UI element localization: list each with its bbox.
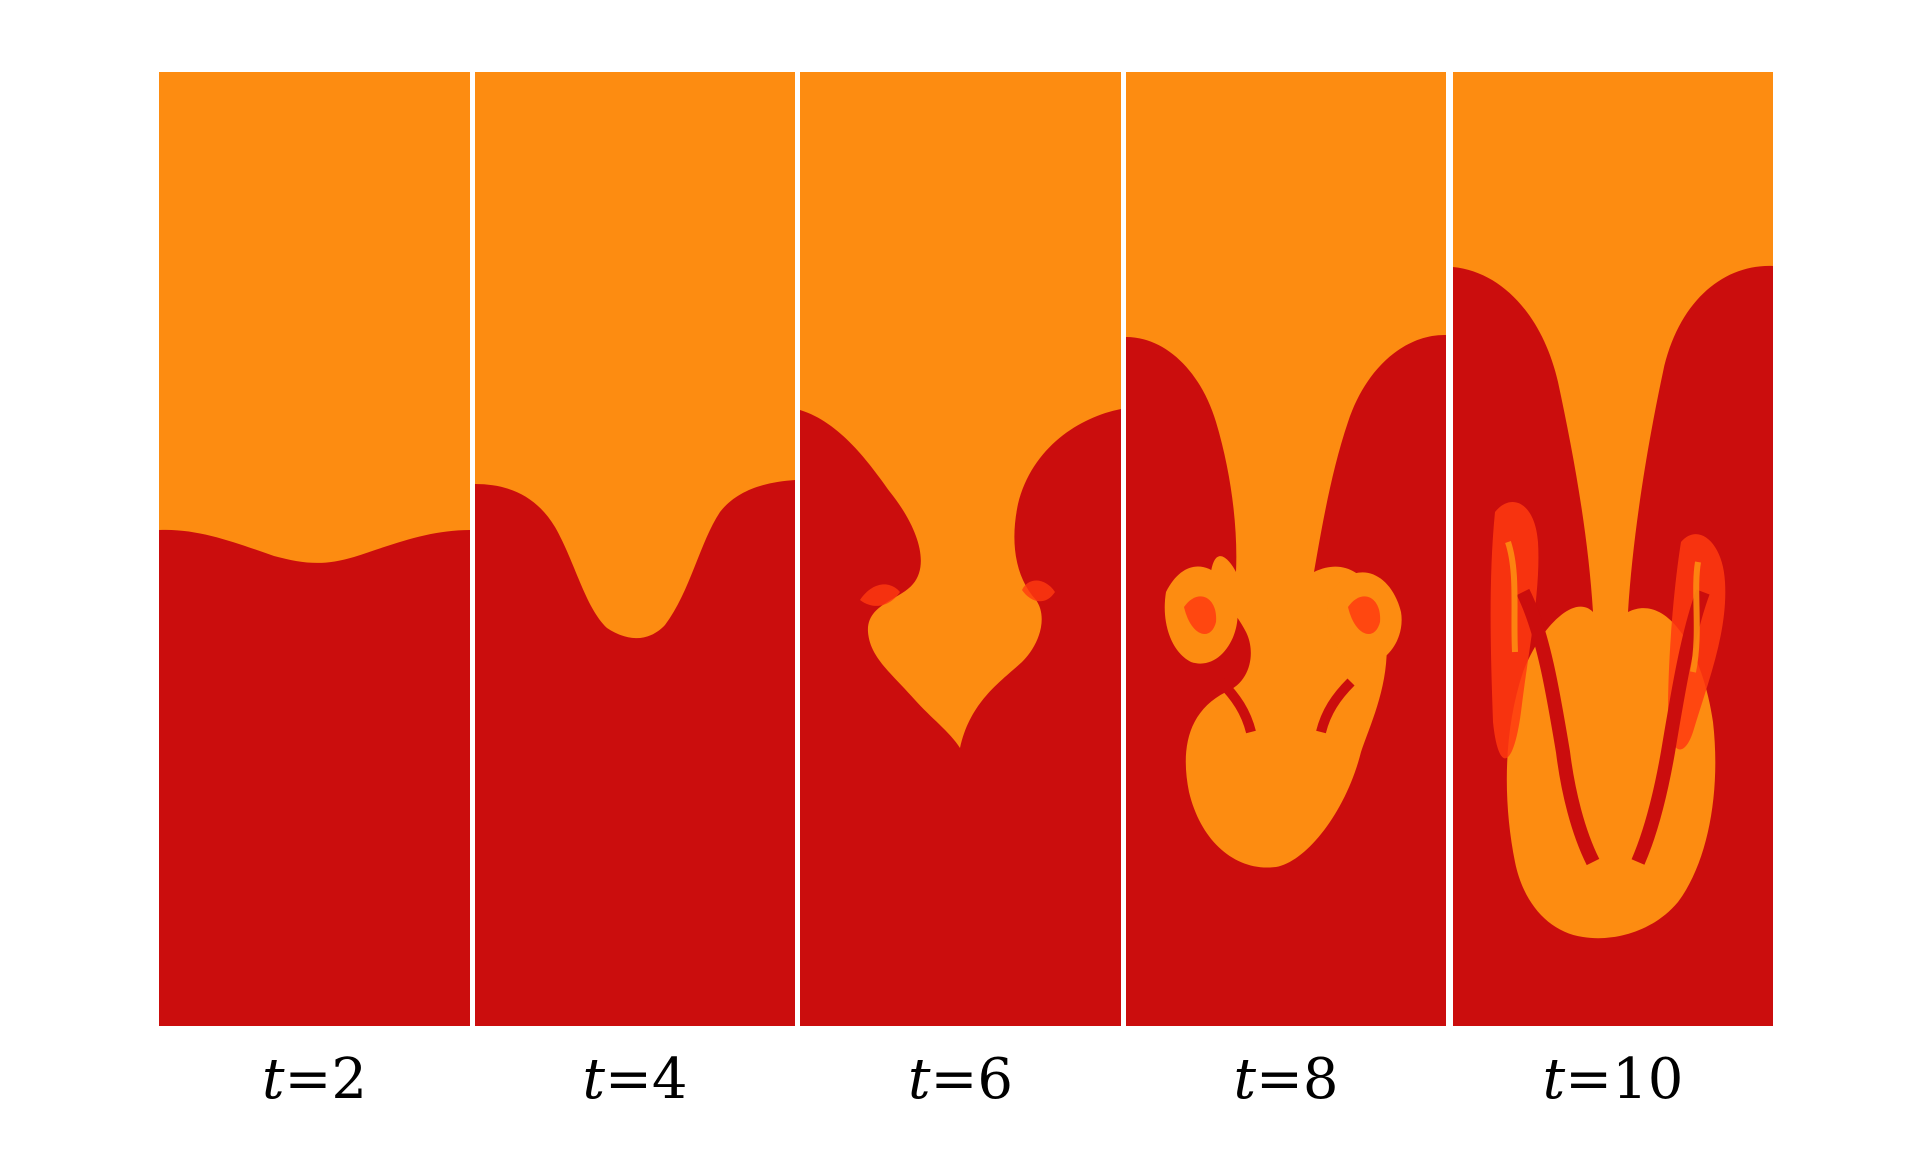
equals-sign: =: [1565, 1047, 1613, 1112]
time-labels: t=2 t=4 t=6 t=8 t=10: [159, 1040, 1773, 1120]
snapshot-panel-1: [159, 72, 470, 1026]
time-variable: t: [1233, 1047, 1256, 1112]
equals-sign: =: [604, 1047, 652, 1112]
fluid-interface-image: [1126, 72, 1446, 1026]
time-label-5: t=10: [1453, 1040, 1773, 1120]
time-variable: t: [1542, 1047, 1566, 1112]
time-label-4: t=8: [1126, 1040, 1446, 1120]
time-value: 10: [1612, 1047, 1684, 1112]
time-label-3: t=6: [800, 1040, 1121, 1120]
time-label-2: t=4: [475, 1040, 795, 1120]
time-value: 8: [1302, 1047, 1339, 1112]
snapshot-panel-4: [1126, 72, 1446, 1026]
time-label-1: t=2: [159, 1040, 470, 1120]
fluid-interface-image: [800, 72, 1121, 1026]
time-variable: t: [582, 1047, 605, 1112]
snapshot-panel-3: [800, 72, 1121, 1026]
equals-sign: =: [1255, 1047, 1303, 1112]
fluid-interface-image: [475, 72, 795, 1026]
time-value: 6: [977, 1047, 1014, 1112]
snapshot-panel-5: [1453, 72, 1773, 1026]
fluid-interface-image: [1453, 72, 1773, 1026]
time-variable: t: [907, 1047, 931, 1112]
equals-sign: =: [284, 1047, 332, 1112]
snapshot-strip: [159, 72, 1773, 1026]
equals-sign: =: [930, 1047, 978, 1112]
snapshot-panel-2: [475, 72, 795, 1026]
time-value: 4: [651, 1047, 688, 1112]
fluid-interface-image: [159, 72, 470, 1026]
time-variable: t: [261, 1047, 285, 1112]
time-value: 2: [331, 1047, 368, 1112]
